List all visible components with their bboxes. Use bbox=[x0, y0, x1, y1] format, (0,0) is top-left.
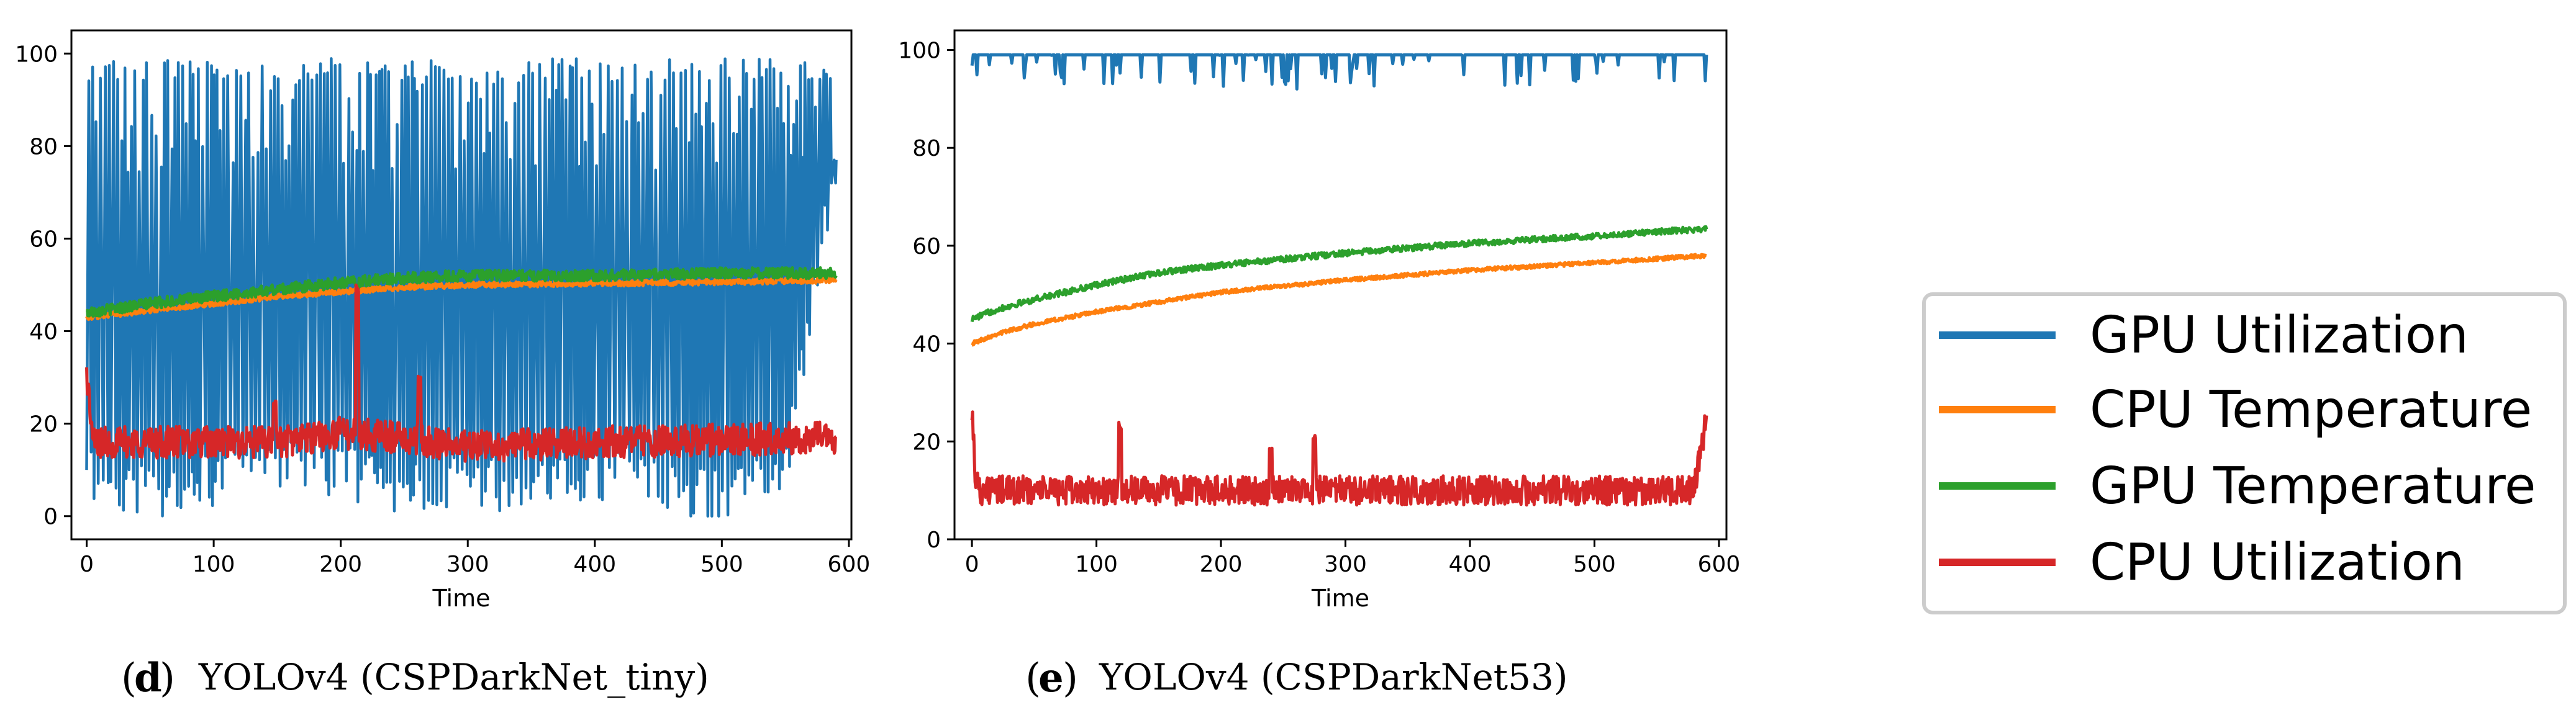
legend-label-cpu-utilization: CPU Utilization bbox=[2090, 533, 2465, 592]
y-tick-label: 100 bbox=[15, 42, 58, 67]
series-line-cpu-temperature bbox=[971, 253, 1708, 347]
series-line-gpu-temperature bbox=[85, 266, 838, 318]
y-tick-label: 20 bbox=[912, 429, 941, 455]
x-tick-label: 200 bbox=[1200, 552, 1243, 577]
legend-label-gpu-temperature: GPU Temperature bbox=[2090, 457, 2536, 516]
chart-panel-e: 0 100 200 300 400 500 600 0 20 40 60 80 100 Time bbox=[898, 29, 1741, 612]
x-tick-label: 400 bbox=[1449, 552, 1492, 577]
caption-e-close-paren: ) bbox=[1063, 655, 1078, 701]
caption-e-text: YOLOv4 (CSPDarkNet53) bbox=[1099, 656, 1568, 698]
plot-frame bbox=[70, 29, 853, 541]
caption-d-open-paren: ( bbox=[121, 655, 137, 701]
series-line-cpu-utilization bbox=[85, 283, 837, 463]
x-tick-label: 100 bbox=[193, 552, 235, 577]
caption-d: ( d ) YOLOv4 (CSPDarkNet_tiny) bbox=[121, 655, 709, 701]
caption-d-letter: d bbox=[134, 655, 162, 701]
y-tick-label: 40 bbox=[29, 320, 58, 345]
y-tick-label: 20 bbox=[29, 412, 58, 438]
chart-panel-d: 0 100 200 300 400 500 600 0 20 40 60 80 100 Time bbox=[15, 29, 871, 612]
x-tick-label: 400 bbox=[573, 552, 616, 577]
x-tick-label: 500 bbox=[701, 552, 743, 577]
y-tick-label: 80 bbox=[912, 136, 941, 161]
x-tick-label: 100 bbox=[1075, 552, 1118, 577]
caption-d-text: YOLOv4 (CSPDarkNet_tiny) bbox=[198, 656, 709, 698]
x-tick-label: 200 bbox=[319, 552, 362, 577]
y-tick-label: 80 bbox=[29, 134, 58, 160]
x-axis-label: Time bbox=[432, 585, 491, 612]
y-tick-label: 60 bbox=[912, 234, 941, 259]
series-group bbox=[970, 53, 1708, 507]
series-line-gpu-temperature bbox=[970, 225, 1708, 323]
caption-e-open-paren: ( bbox=[1025, 655, 1041, 701]
legend-frame bbox=[1922, 292, 2567, 614]
legend-label-cpu-temperature: CPU Temperature bbox=[2090, 380, 2532, 439]
legend-label-gpu-utilization: GPU Utilization bbox=[2090, 306, 2469, 365]
x-tick-label: 300 bbox=[447, 552, 489, 577]
y-tick-label: 40 bbox=[912, 332, 941, 357]
x-tick-label: 500 bbox=[1573, 552, 1616, 577]
x-tick-label: 0 bbox=[965, 552, 979, 577]
x-tick-label: 300 bbox=[1324, 552, 1367, 577]
caption-e-letter: e bbox=[1038, 655, 1064, 701]
plot-frame bbox=[953, 29, 1728, 541]
caption-d-close-paren: ) bbox=[160, 655, 175, 701]
x-tick-label: 600 bbox=[1698, 552, 1741, 577]
x-tick-label: 600 bbox=[828, 552, 871, 577]
caption-e: ( e ) YOLOv4 (CSPDarkNet53) bbox=[1025, 655, 1568, 701]
legend: GPU Utilization CPU Temperature GPU Temp… bbox=[1922, 292, 2567, 614]
y-tick-label: 60 bbox=[29, 227, 58, 252]
y-tick-label: 0 bbox=[43, 505, 58, 530]
series-group bbox=[85, 57, 838, 518]
series-line-cpu-temperature bbox=[85, 276, 838, 321]
series-line-gpu-utilization bbox=[970, 53, 1708, 91]
y-tick-label: 0 bbox=[927, 528, 941, 553]
y-tick-label: 100 bbox=[898, 38, 941, 64]
x-axis-label: Time bbox=[1311, 585, 1369, 612]
series-line-cpu-utilization bbox=[970, 410, 1708, 507]
x-tick-label: 0 bbox=[79, 552, 94, 577]
